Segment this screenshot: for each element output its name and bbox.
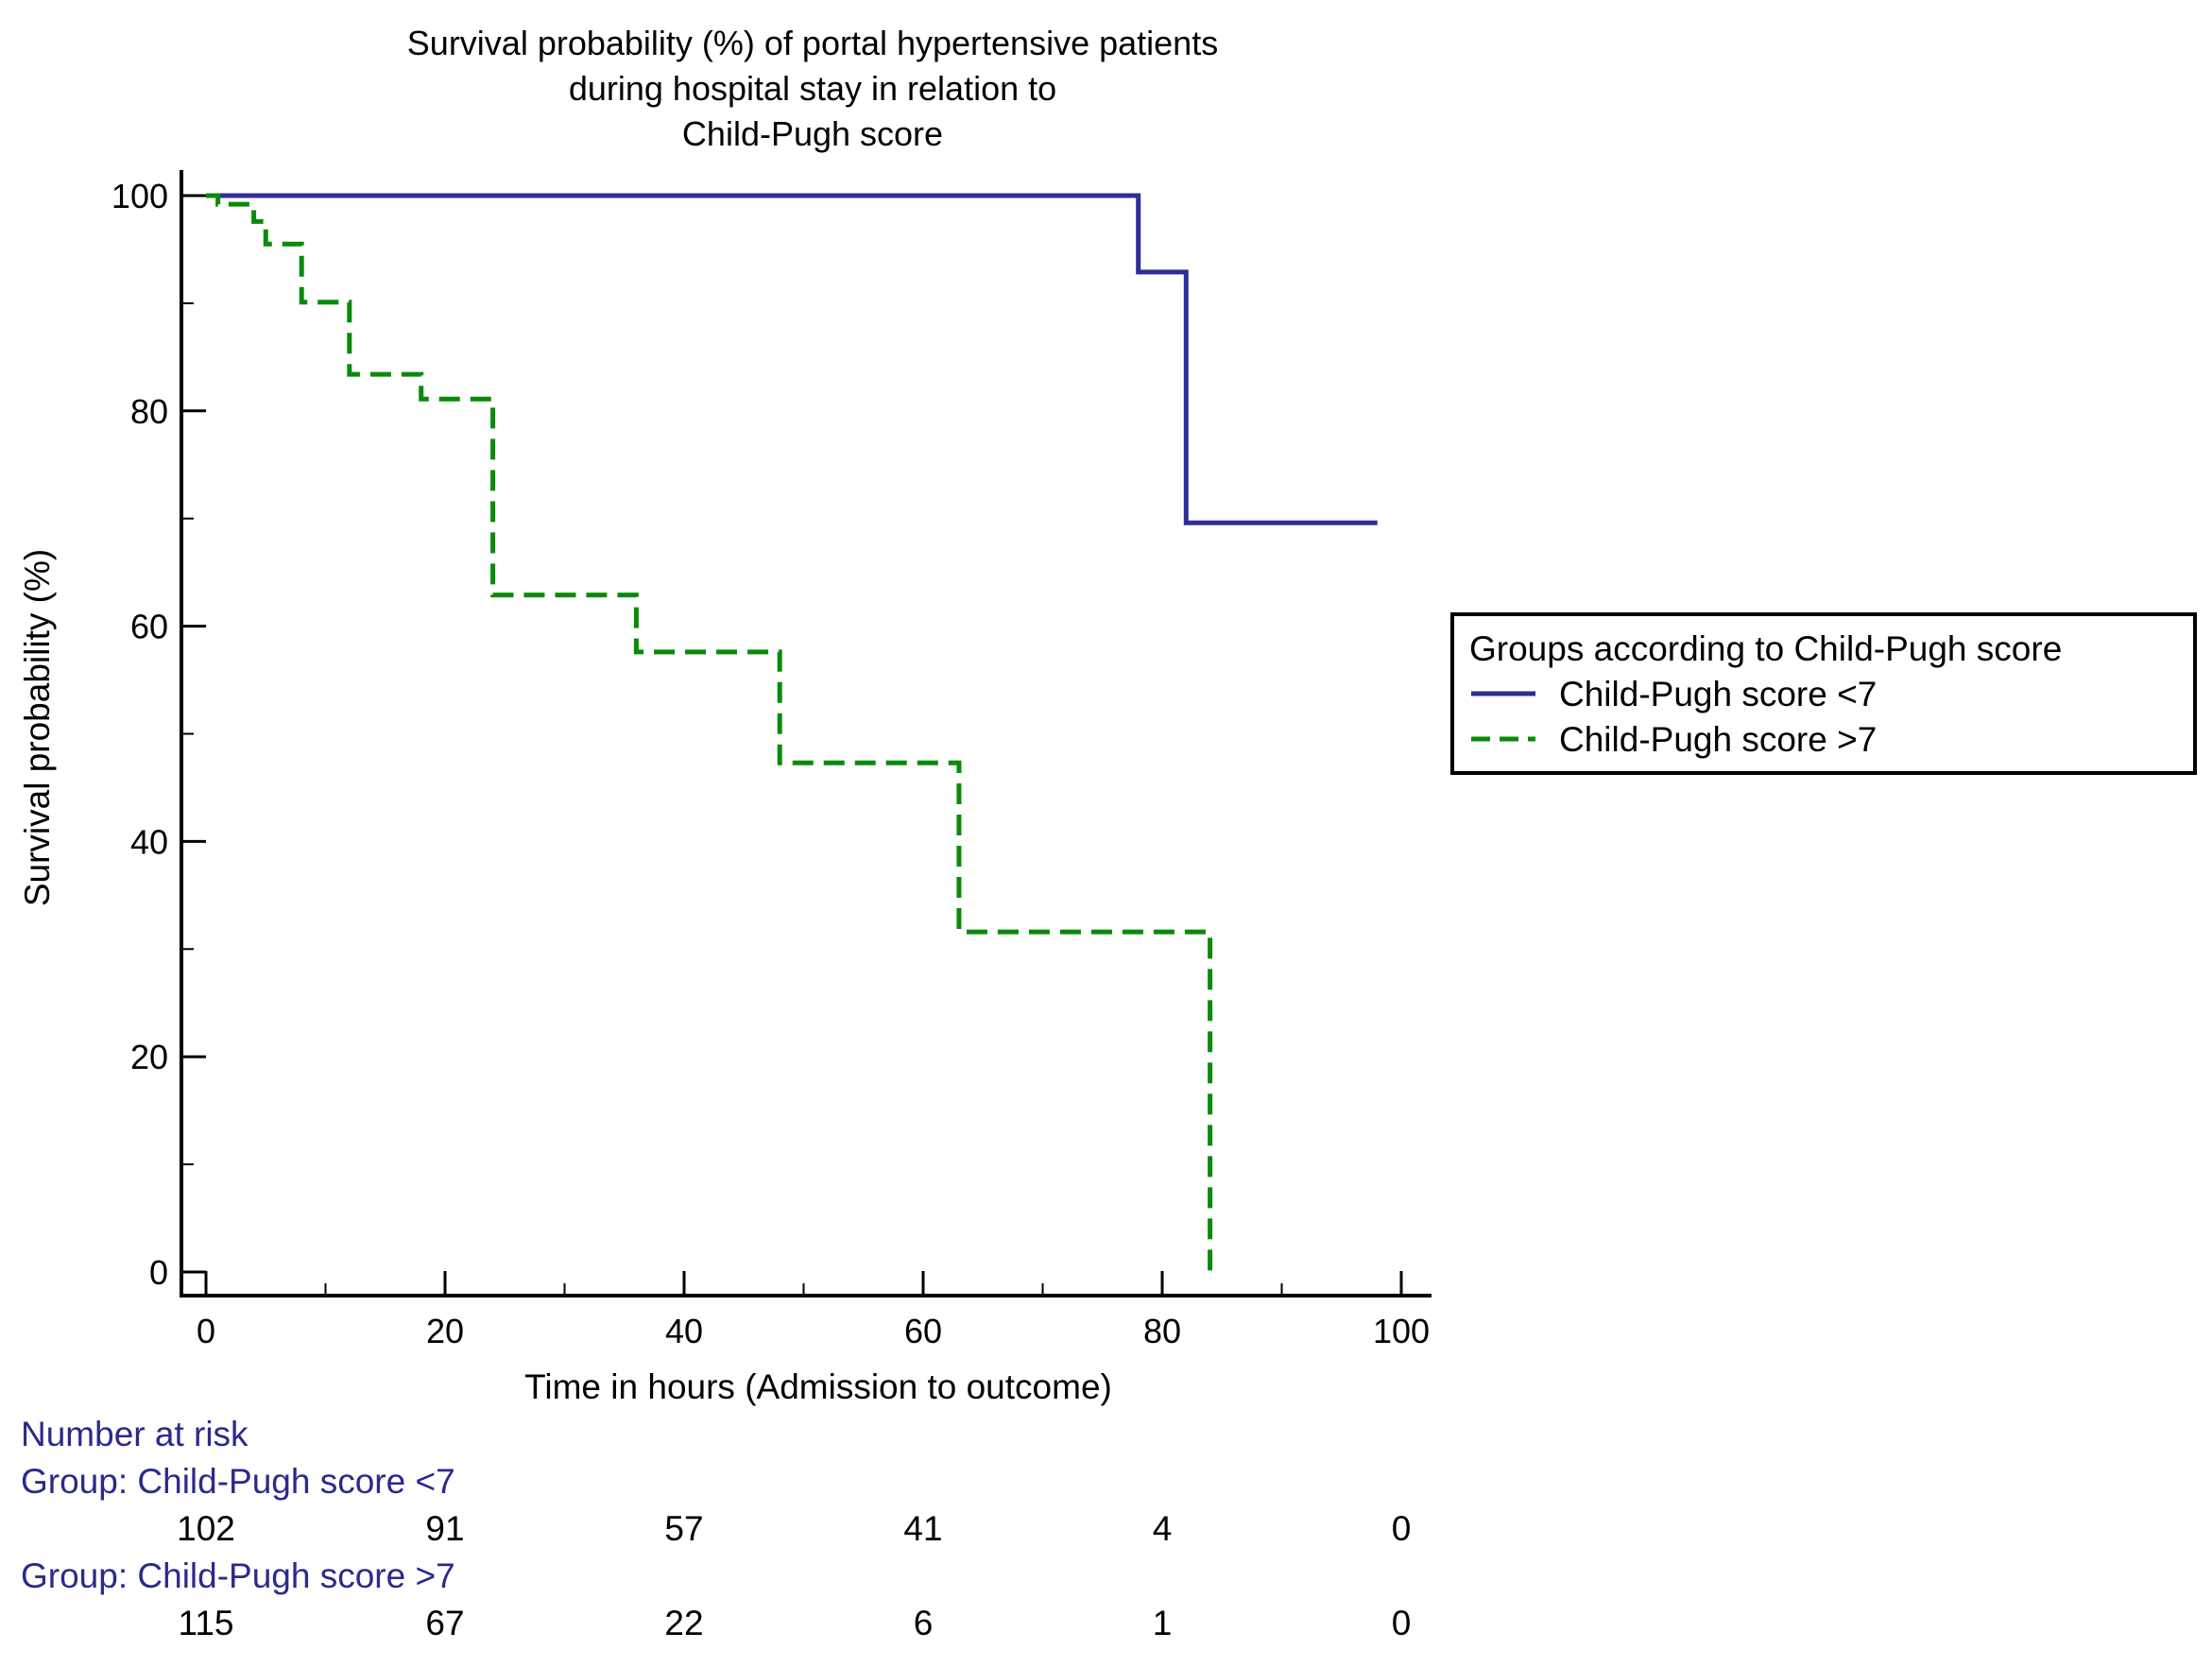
risk-count: 0 [1392, 1509, 1412, 1548]
risk-table: Number at risk Group: Child-Pugh score <… [21, 1415, 1411, 1642]
risk-count: 0 [1392, 1604, 1412, 1642]
legend-title: Groups according to Child-Pugh score [1469, 629, 2062, 668]
risk-group-label-lt7: Group: Child-Pugh score <7 [21, 1462, 455, 1501]
chart-title-line-2: during hospital stay in relation to [569, 69, 1056, 108]
series-line-child-pugh-lt7 [206, 193, 1378, 525]
legend-label-lt7: Child-Pugh score <7 [1559, 675, 1877, 713]
risk-count: 91 [425, 1509, 464, 1548]
risk-count: 41 [903, 1509, 942, 1548]
series-line-child-pugh-gt7 [206, 193, 1213, 1272]
x-tick-label-20: 20 [426, 1312, 464, 1350]
x-tick-label-0: 0 [197, 1312, 215, 1350]
risk-count: 102 [177, 1509, 235, 1548]
y-tick-label-80: 80 [130, 392, 168, 431]
risk-group-label-gt7: Group: Child-Pugh score >7 [21, 1556, 455, 1595]
x-axis-label: Time in hours (Admission to outcome) [524, 1367, 1112, 1406]
y-tick-label-20: 20 [130, 1038, 168, 1076]
y-tick-label-100: 100 [111, 177, 168, 215]
y-axis-label: Survival probability (%) [18, 549, 57, 906]
risk-row-lt7: 102 91 57 41 4 0 [177, 1509, 1411, 1548]
legend-label-gt7: Child-Pugh score >7 [1559, 720, 1877, 759]
risk-count: 115 [179, 1604, 234, 1642]
legend: Groups according to Child-Pugh score Chi… [1450, 612, 2197, 775]
risk-count: 22 [664, 1604, 703, 1642]
x-tick-label-100: 100 [1373, 1312, 1430, 1350]
risk-count: 1 [1153, 1604, 1173, 1642]
risk-count: 4 [1153, 1509, 1173, 1548]
risk-count: 67 [425, 1604, 464, 1642]
risk-count: 57 [664, 1509, 703, 1548]
x-tick-label-80: 80 [1143, 1312, 1181, 1350]
x-tick-label-60: 60 [904, 1312, 942, 1350]
y-tick-label-0: 0 [149, 1253, 168, 1292]
risk-table-title: Number at risk [21, 1415, 249, 1453]
y-tick-label-40: 40 [130, 822, 168, 861]
x-tick-label-40: 40 [665, 1312, 703, 1350]
chart-title-line-3: Child-Pugh score [682, 114, 943, 153]
y-tick-label-60: 60 [130, 608, 168, 646]
y-axis-ticks: 0 20 40 60 80 100 [111, 177, 206, 1292]
legend-box [1450, 612, 2197, 775]
risk-row-gt7: 115 67 22 6 1 0 [179, 1604, 1412, 1642]
risk-count: 6 [914, 1604, 934, 1642]
x-axis-ticks: 0 20 40 60 80 100 [197, 1271, 1430, 1350]
chart-title-line-1: Survival probability (%) of portal hyper… [407, 24, 1218, 62]
